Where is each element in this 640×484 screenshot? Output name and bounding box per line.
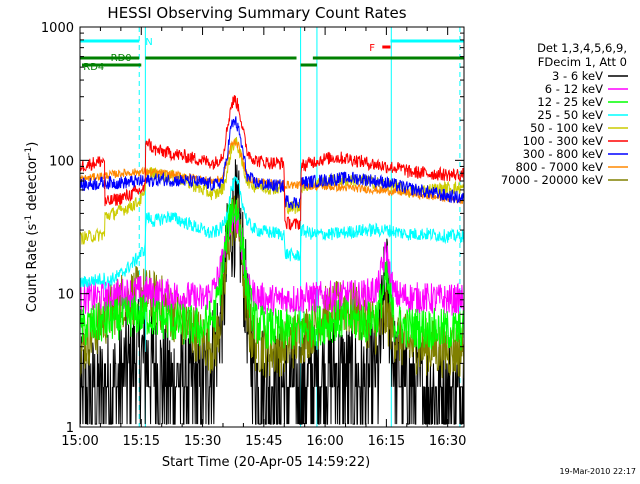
footer-timestamp: 19-Mar-2010 22:17 [560,467,637,476]
series-line-300-800keV [79,116,465,210]
series-line-100-300keV [79,95,465,231]
y-axis: 1 10 100 1000 [41,21,464,436]
x-axis-label: Start Time (20-Apr-05 14:59:22) [162,455,370,470]
night-flag-label: N [145,37,152,48]
legend-entry-label: 800 - 7000 keV [515,160,603,174]
legend-header-line-1: Det 1,3,4,5,6,9, [537,41,627,55]
x-tick-label: 15:00 [61,434,98,449]
legend-entry-label: 25 - 50 keV [537,108,603,122]
series-line-25-50keV [79,175,465,290]
series-line-800-7000keV [79,139,465,205]
plot-frame [79,26,465,428]
legend: Det 1,3,4,5,6,9, FDecim 1, Att 0 3 - 6 k… [501,41,628,187]
legend-entry-label: 12 - 25 keV [537,95,603,109]
y-tick-label: 10 [57,288,74,303]
plot-area: N RD0 RD4 F [79,27,465,427]
x-tick-label: 16:30 [429,434,466,449]
x-tick-label: 15:45 [245,434,282,449]
x-axis: 15:00 15:15 15:30 15:45 16:00 16:15 16:30 [61,27,466,449]
legend-entry-label: 50 - 100 keV [530,121,603,135]
flare-flag-label: F [369,43,375,54]
legend-entry-label: 6 - 12 keV [545,82,603,96]
series-line-12-25keV [79,198,465,351]
x-tick-label: 15:30 [184,434,221,449]
chart-title: HESSI Observing Summary Count Rates [107,4,406,22]
y-axis-label-mid: detector [25,155,40,215]
y-axis-label-exp2: -1 [24,147,34,156]
legend-entry-label: 7000 - 20000 keV [501,173,603,187]
series-line-6-12keV [79,206,465,316]
legend-entry-label: 300 - 800 keV [523,147,603,161]
y-axis-label-exp1: -1 [24,215,34,224]
y-tick-label: 1 [66,421,74,436]
y-tick-label: 100 [49,154,74,169]
rd4-flag-label: RD4 [83,62,104,73]
y-axis-label: Count Rate (s-1 detector-1) [24,142,40,313]
x-tick-label: 15:15 [123,434,160,449]
series-line-3-6keV [79,159,465,425]
y-axis-label-end: ) [25,142,40,147]
x-tick-label: 16:00 [306,434,343,449]
legend-header-line-2: FDecim 1, Att 0 [538,55,627,69]
rd0-flag-label: RD0 [111,53,132,64]
y-tick-label: 1000 [41,21,74,36]
legend-entry-label: 100 - 300 keV [523,134,603,148]
x-tick-label: 16:15 [368,434,405,449]
y-axis-label-main: Count Rate (s [25,224,40,313]
legend-entry-label: 3 - 6 keV [552,69,603,83]
